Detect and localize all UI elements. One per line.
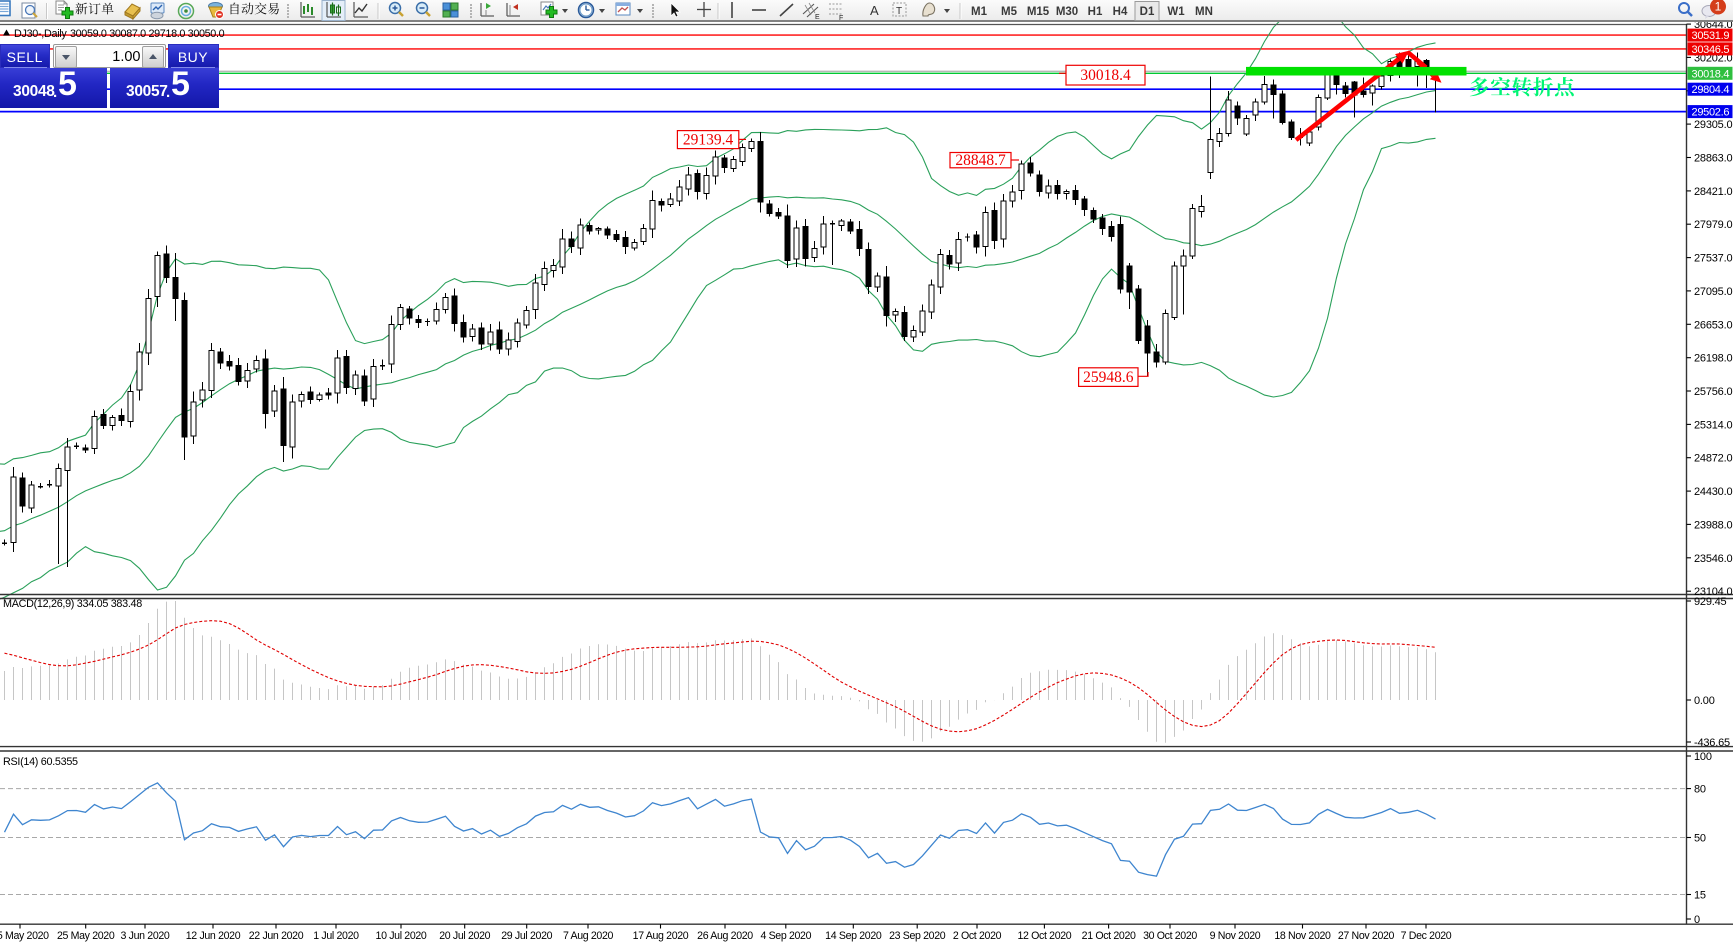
- svg-text:26653.0: 26653.0: [1694, 319, 1732, 331]
- svg-text:H4: H4: [1113, 6, 1128, 18]
- svg-text:29502.6: 29502.6: [1692, 107, 1730, 119]
- svg-text:DJ30-,Daily: DJ30-,Daily: [14, 28, 67, 40]
- svg-text:T: T: [896, 6, 902, 17]
- svg-text:30644.0: 30644.0: [1694, 22, 1732, 31]
- svg-text:MN: MN: [1195, 6, 1213, 18]
- svg-text:23988.0: 23988.0: [1694, 519, 1732, 531]
- svg-text:15 May 2020: 15 May 2020: [0, 930, 49, 942]
- svg-text:M1: M1: [971, 6, 988, 18]
- svg-text:2 Oct 2020: 2 Oct 2020: [953, 930, 1002, 942]
- svg-text:7 Aug 2020: 7 Aug 2020: [563, 930, 614, 942]
- svg-text:E: E: [815, 14, 820, 21]
- svg-text:23 Sep 2020: 23 Sep 2020: [889, 930, 946, 942]
- svg-text:M5: M5: [1001, 6, 1018, 18]
- svg-text:25948.6: 25948.6: [1083, 369, 1134, 386]
- svg-text:25 May 2020: 25 May 2020: [57, 930, 115, 942]
- svg-text:30531.9: 30531.9: [1692, 30, 1730, 42]
- svg-text:7 Dec 2020: 7 Dec 2020: [1401, 930, 1452, 942]
- svg-text:80: 80: [1694, 784, 1706, 796]
- svg-text:12 Oct 2020: 12 Oct 2020: [1017, 930, 1071, 942]
- svg-text:1: 1: [1715, 0, 1722, 14]
- svg-text:29804.4: 29804.4: [1692, 84, 1730, 96]
- svg-text:27537.0: 27537.0: [1694, 253, 1732, 265]
- svg-text:9 Nov 2020: 9 Nov 2020: [1210, 930, 1261, 942]
- svg-text:26 Aug 2020: 26 Aug 2020: [697, 930, 753, 942]
- svg-text:25756.0: 25756.0: [1694, 386, 1732, 398]
- svg-text:26198.0: 26198.0: [1694, 353, 1732, 365]
- svg-text:-436.65: -436.65: [1694, 737, 1730, 749]
- svg-text:29305.0: 29305.0: [1694, 119, 1732, 131]
- svg-text:D1: D1: [1140, 6, 1155, 18]
- svg-text:27979.0: 27979.0: [1694, 219, 1732, 231]
- svg-text:12 Jun 2020: 12 Jun 2020: [186, 930, 241, 942]
- svg-text:29 Jul 2020: 29 Jul 2020: [501, 930, 552, 942]
- svg-text:H1: H1: [1088, 6, 1103, 18]
- svg-text:25314.0: 25314.0: [1694, 419, 1732, 431]
- svg-text:24872.0: 24872.0: [1694, 453, 1732, 465]
- svg-text:28848.7: 28848.7: [955, 152, 1006, 169]
- svg-text:22 Jun 2020: 22 Jun 2020: [249, 930, 304, 942]
- svg-text:23104.0: 23104.0: [1694, 586, 1732, 598]
- svg-text:21 Oct 2020: 21 Oct 2020: [1082, 930, 1136, 942]
- svg-text:30018.4: 30018.4: [1080, 67, 1131, 84]
- svg-text:RSI(14) 60.5355: RSI(14) 60.5355: [3, 756, 78, 768]
- svg-text:27095.0: 27095.0: [1694, 286, 1732, 298]
- svg-text:20 Jul 2020: 20 Jul 2020: [439, 930, 490, 942]
- svg-text:18 Nov 2020: 18 Nov 2020: [1274, 930, 1331, 942]
- svg-text:50: 50: [1694, 833, 1706, 845]
- svg-text:29139.4: 29139.4: [683, 132, 734, 149]
- svg-text:30346.5: 30346.5: [1692, 44, 1730, 56]
- svg-text:929.45: 929.45: [1694, 596, 1727, 608]
- svg-text:M15: M15: [1027, 6, 1050, 18]
- svg-text:A: A: [870, 3, 879, 18]
- svg-text:15: 15: [1694, 890, 1706, 902]
- svg-text:3 Jun 2020: 3 Jun 2020: [121, 930, 170, 942]
- svg-text:M30: M30: [1056, 6, 1078, 18]
- svg-text:30059.0 30087.0 29718.0 30050.: 30059.0 30087.0 29718.0 30050.0: [70, 28, 225, 40]
- svg-text:24430.0: 24430.0: [1694, 486, 1732, 498]
- svg-text:W1: W1: [1167, 6, 1185, 18]
- svg-text:30 Oct 2020: 30 Oct 2020: [1143, 930, 1197, 942]
- svg-text:100: 100: [1694, 751, 1712, 763]
- svg-text:17 Aug 2020: 17 Aug 2020: [633, 930, 689, 942]
- svg-text:0.00: 0.00: [1694, 695, 1715, 707]
- svg-text:23546.0: 23546.0: [1694, 553, 1732, 565]
- svg-text:14 Sep 2020: 14 Sep 2020: [825, 930, 882, 942]
- svg-text:MACD(12,26,9) 334.05 383.48: MACD(12,26,9) 334.05 383.48: [3, 598, 142, 610]
- svg-text:1 Jul 2020: 1 Jul 2020: [313, 930, 359, 942]
- svg-text:28863.0: 28863.0: [1694, 153, 1732, 165]
- svg-text:27 Nov 2020: 27 Nov 2020: [1338, 930, 1395, 942]
- svg-text:30018.4: 30018.4: [1692, 68, 1730, 80]
- svg-text:28421.0: 28421.0: [1694, 186, 1732, 198]
- svg-text:F: F: [839, 15, 843, 22]
- svg-text:4 Sep 2020: 4 Sep 2020: [760, 930, 811, 942]
- svg-text:0: 0: [1694, 914, 1700, 926]
- svg-text:10 Jul 2020: 10 Jul 2020: [376, 930, 427, 942]
